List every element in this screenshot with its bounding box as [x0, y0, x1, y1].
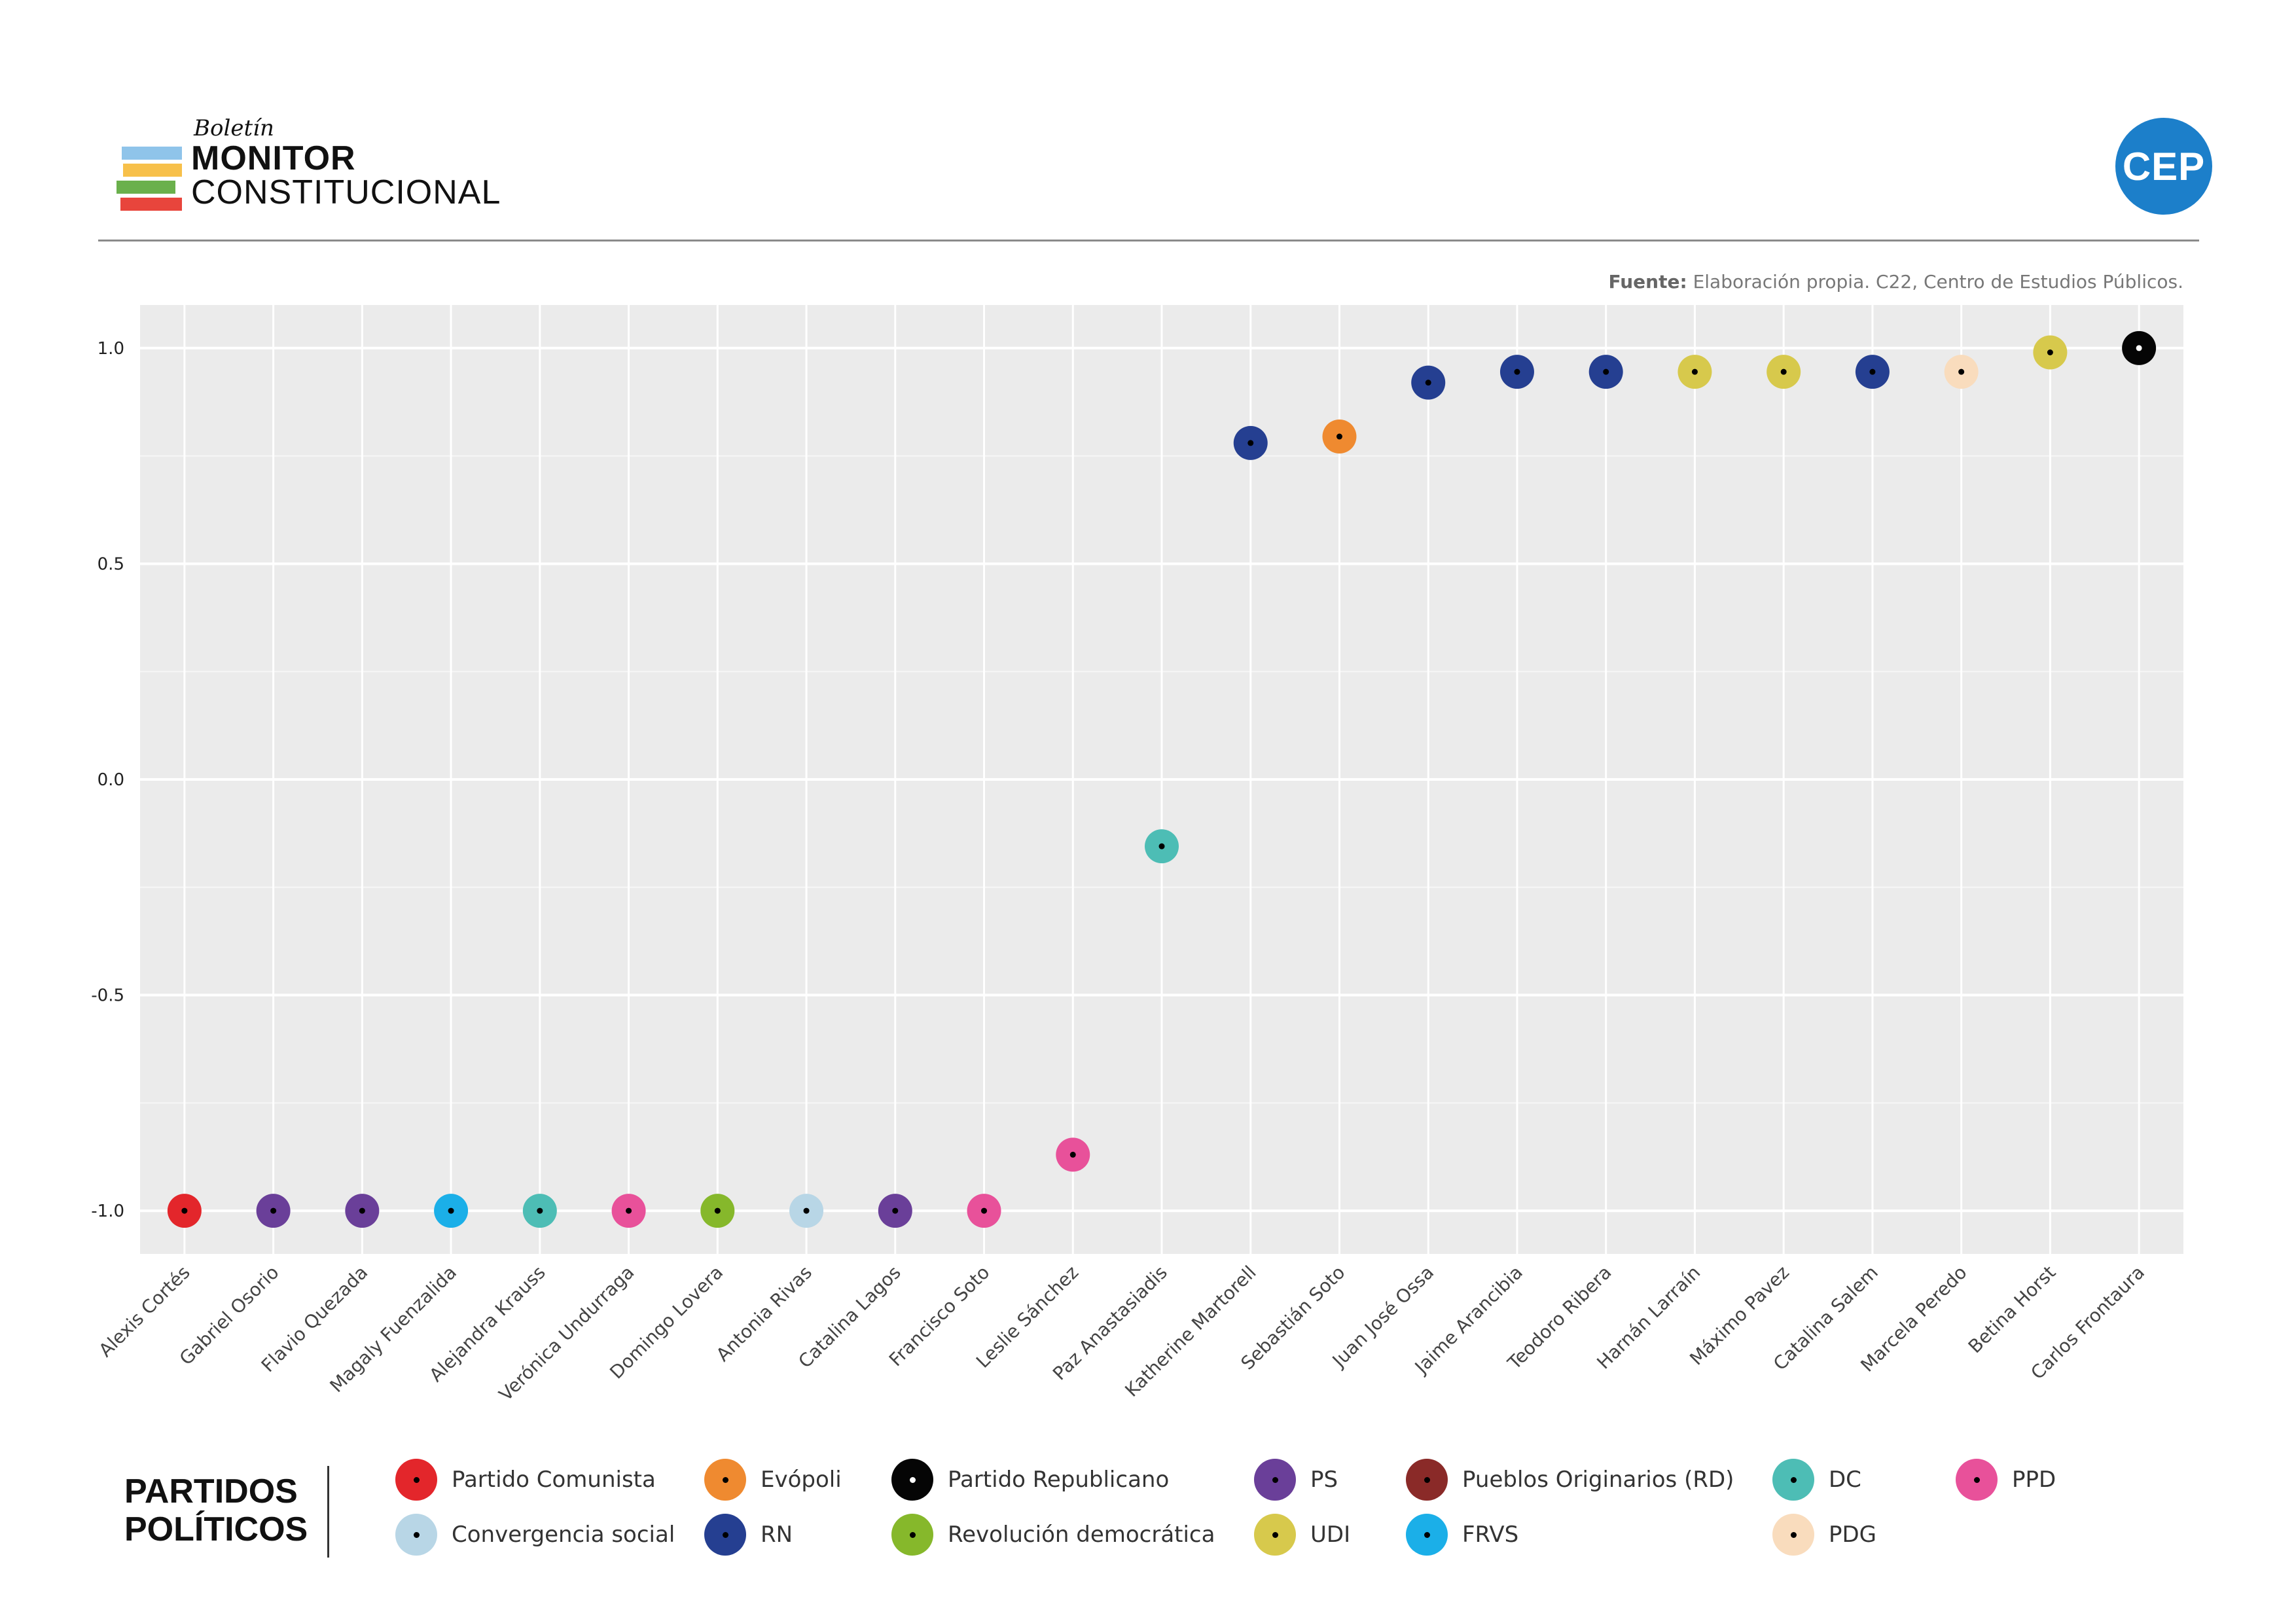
legend-swatch [704, 1459, 746, 1501]
y-tick-label: -1.0 [91, 1202, 124, 1221]
legend-item: UDI [1254, 1512, 1350, 1558]
data-point-center [181, 1207, 188, 1214]
legend-swatch [1406, 1514, 1448, 1556]
legend-swatch [1254, 1514, 1296, 1556]
logo-stripe-blue [122, 147, 182, 160]
y-tick-label: -0.5 [91, 986, 124, 1006]
source-label: Fuente: [1608, 271, 1687, 293]
legend-label: DC [1829, 1467, 1861, 1493]
logo-stripe-yellow [123, 164, 182, 177]
logo-monitor-text: MONITOR [191, 139, 356, 177]
y-tick-label: 0.0 [98, 770, 124, 790]
data-point-center [1069, 1151, 1076, 1158]
legend-label: FRVS [1462, 1522, 1519, 1548]
data-point-center [1869, 368, 1876, 375]
legend-swatch [1772, 1459, 1814, 1501]
source-text: Elaboración propia. C22, Centro de Estud… [1693, 271, 2183, 293]
legend-swatch [1956, 1459, 1998, 1501]
data-point-center [1425, 380, 1431, 386]
legend-item: DC [1772, 1457, 1861, 1503]
data-point-center [537, 1207, 543, 1214]
data-point-center [1514, 368, 1520, 375]
legend-swatch [1406, 1459, 1448, 1501]
legend-title: PARTIDOS POLÍTICOS [124, 1472, 308, 1548]
legend-label: UDI [1310, 1522, 1351, 1548]
x-tick-label: Alexis Cortés [94, 1262, 194, 1361]
legend-swatch [1254, 1459, 1296, 1501]
data-point-center [2136, 345, 2142, 351]
legend-label: PPD [2012, 1467, 2056, 1493]
legend-item: Partido Comunista [395, 1457, 656, 1503]
header: Boletín MONITOR CONSTITUCIONAL CEP [0, 0, 2296, 249]
data-point-center [448, 1207, 454, 1214]
data-point-center [1247, 440, 1254, 446]
legend-label: Evópoli [761, 1467, 842, 1493]
legend-label: Convergencia social [452, 1522, 675, 1548]
legend-item: Evópoli [704, 1457, 842, 1503]
legend-item: Revolución democrática [891, 1512, 1215, 1558]
legend-swatch [1772, 1514, 1814, 1556]
legend-item: FRVS [1406, 1512, 1518, 1558]
data-point-center [892, 1207, 899, 1214]
data-point-center [1336, 433, 1342, 440]
legend-label: RN [761, 1522, 793, 1548]
y-tick-label: 1.0 [98, 339, 124, 359]
data-point-center [1780, 368, 1787, 375]
legend-title-line1: PARTIDOS [124, 1472, 298, 1510]
legend-item: RN [704, 1512, 793, 1558]
data-point-center [270, 1207, 277, 1214]
logo-boletin-text: Boletín [194, 115, 274, 141]
data-point-center [803, 1207, 810, 1214]
legend-label: PDG [1829, 1522, 1877, 1548]
legend-swatch [891, 1514, 933, 1556]
legend-divider [327, 1466, 329, 1558]
cep-logo: CEP [2115, 118, 2212, 215]
legend-item: Partido Republicano [891, 1457, 1169, 1503]
data-point-center [1158, 843, 1165, 849]
legend-title-line2: POLÍTICOS [124, 1510, 308, 1548]
legend-swatch [395, 1514, 437, 1556]
data-point-center [1958, 368, 1965, 375]
y-tick-label: 0.5 [98, 554, 124, 574]
legend-swatch [395, 1459, 437, 1501]
data-point-center [714, 1207, 721, 1214]
legend-swatch [891, 1459, 933, 1501]
logo-stripe-red [120, 198, 182, 211]
legend-swatch [704, 1514, 746, 1556]
data-point-center [981, 1207, 988, 1214]
logo-stripe-green [117, 181, 175, 194]
legend-item: PDG [1772, 1512, 1876, 1558]
x-tick-label: Betina Horst [1964, 1262, 2060, 1358]
data-point-center [359, 1207, 365, 1214]
header-divider [98, 240, 2199, 241]
data-point-center [626, 1207, 632, 1214]
legend-label: Revolución democrática [948, 1522, 1215, 1548]
legend-item: Pueblos Originarios (RD) [1406, 1457, 1734, 1503]
data-point-center [1603, 368, 1609, 375]
legend-item: Convergencia social [395, 1512, 675, 1558]
logo-constitucional-text: CONSTITUCIONAL [191, 173, 501, 211]
legend-label: Partido Republicano [948, 1467, 1170, 1493]
data-point-center [2047, 349, 2053, 355]
legend-item: PS [1254, 1457, 1338, 1503]
source-note: Fuente: Elaboración propia. C22, Centro … [1608, 271, 2183, 293]
legend-label: Partido Comunista [452, 1467, 656, 1493]
legend-item: PPD [1956, 1457, 2056, 1503]
legend-label: Pueblos Originarios (RD) [1462, 1467, 1734, 1493]
data-point-center [1691, 368, 1698, 375]
legend-label: PS [1310, 1467, 1338, 1493]
